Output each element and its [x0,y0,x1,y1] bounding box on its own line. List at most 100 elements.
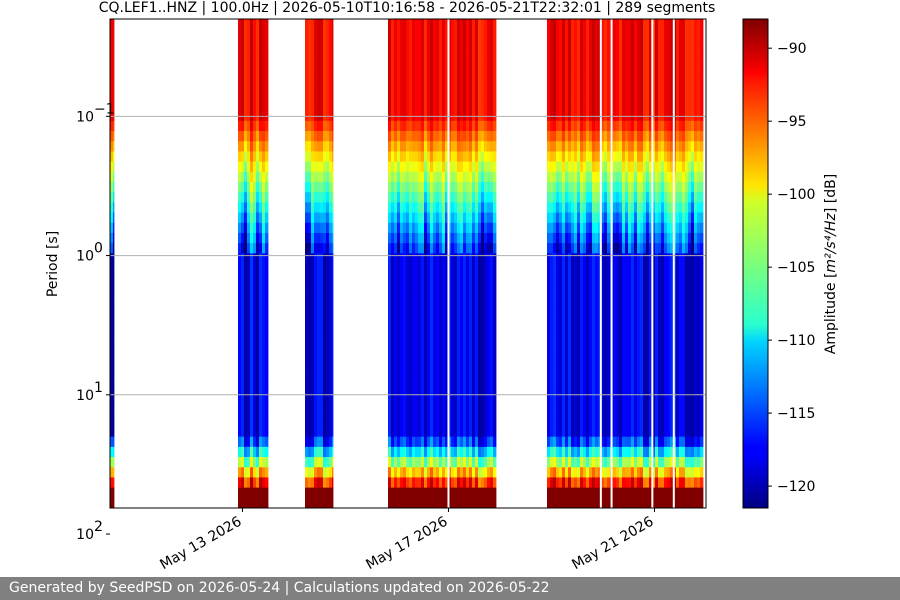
heatmap-cell [469,202,473,213]
heatmap-cell [329,283,333,295]
heatmap-cell [457,192,461,203]
heatmap-cell [427,161,431,173]
heatmap-cell [559,141,563,152]
heatmap-cell [640,395,644,407]
heatmap-cell [448,131,452,142]
heatmap-cell [469,406,473,417]
heatmap-cell [427,273,431,285]
heatmap-cell [332,69,334,81]
heatmap-cell [637,385,641,397]
heatmap-cell [421,59,425,71]
heatmap-cell [415,29,419,40]
heatmap-cell [323,446,327,458]
heatmap-cell [640,467,644,478]
heatmap-cell [655,202,659,213]
heatmap-cell [424,182,428,193]
heatmap-cell [388,212,392,224]
heatmap-cell [430,49,434,61]
heatmap-cell [244,212,248,224]
heatmap-cell [583,436,587,448]
heatmap-cell [481,314,485,326]
heatmap-cell [320,222,324,234]
heatmap-cell [406,243,410,254]
heatmap-cell [586,39,590,50]
heatmap-cell [250,365,254,376]
heatmap-cell [460,416,464,427]
heatmap-cell [607,283,611,295]
heatmap-cell [667,212,671,224]
heatmap-cell [265,151,269,163]
heatmap-cell [326,304,330,315]
heatmap-cell [493,161,497,173]
heatmap-cell [308,243,312,254]
heatmap-cell [439,212,443,224]
heatmap-cell [655,263,659,275]
heatmap-cell [244,375,248,387]
heatmap-cell [556,375,560,387]
heatmap-cell [460,202,464,213]
heatmap-cell [244,467,248,478]
heatmap-cell [601,141,605,152]
heatmap-cell [244,477,248,489]
heatmap-cell [664,171,668,183]
heatmap-cell [661,141,665,152]
heatmap-cell [403,477,407,489]
heatmap-cell [311,294,315,305]
heatmap-cell [409,151,413,163]
heatmap-cell [478,171,482,183]
heatmap-cell [424,365,428,376]
heatmap-cell [110,416,114,427]
heatmap-cell [679,324,683,336]
heatmap-cell [574,69,578,81]
heatmap-cell [320,182,324,193]
heatmap-cell [631,69,635,81]
heatmap-cell [418,192,422,203]
heatmap-cell [457,49,461,61]
heatmap-cell [308,39,312,50]
heatmap-cell [400,395,404,407]
heatmap-cell [472,69,476,81]
heatmap-cell [631,253,635,264]
heatmap-cell [625,100,629,112]
heatmap-cell [577,182,581,193]
heatmap-cell [259,365,263,376]
heatmap-cell [547,59,551,71]
heatmap-cell [448,19,452,30]
heatmap-cell [403,426,407,438]
heatmap-cell [592,477,596,489]
heatmap-cell [451,120,455,132]
heatmap-cell [421,39,425,50]
heatmap-cell [430,151,434,163]
heatmap-cell [667,314,671,326]
heatmap-cell [469,243,473,254]
heatmap-cell [625,182,629,193]
heatmap-cell [583,467,587,478]
heatmap-cell [583,100,587,112]
heatmap-cell [400,192,404,203]
heatmap-cell [418,385,422,397]
heatmap-cell [652,314,656,326]
heatmap-cell [487,345,491,356]
heatmap-cell [326,273,330,285]
heatmap-cell [409,243,413,254]
heatmap-cell [311,90,315,101]
heatmap-cell [676,395,680,407]
heatmap-cell [478,212,482,224]
heatmap-cell [250,161,254,173]
heatmap-cell [613,171,617,183]
heatmap-cell [314,100,318,112]
heatmap-cell [649,59,653,71]
heatmap-cell [406,202,410,213]
heatmap-cell [463,59,467,71]
heatmap-cell [418,416,422,427]
heatmap-cell [679,131,683,142]
heatmap-cell [463,385,467,397]
heatmap-cell [601,283,605,295]
heatmap-cell [442,426,446,438]
heatmap-cell [320,273,324,285]
heatmap-cell [394,294,398,305]
heatmap-cell [484,395,488,407]
heatmap-cell [326,192,330,203]
heatmap-cell [265,90,269,101]
heatmap-cell [574,19,578,30]
